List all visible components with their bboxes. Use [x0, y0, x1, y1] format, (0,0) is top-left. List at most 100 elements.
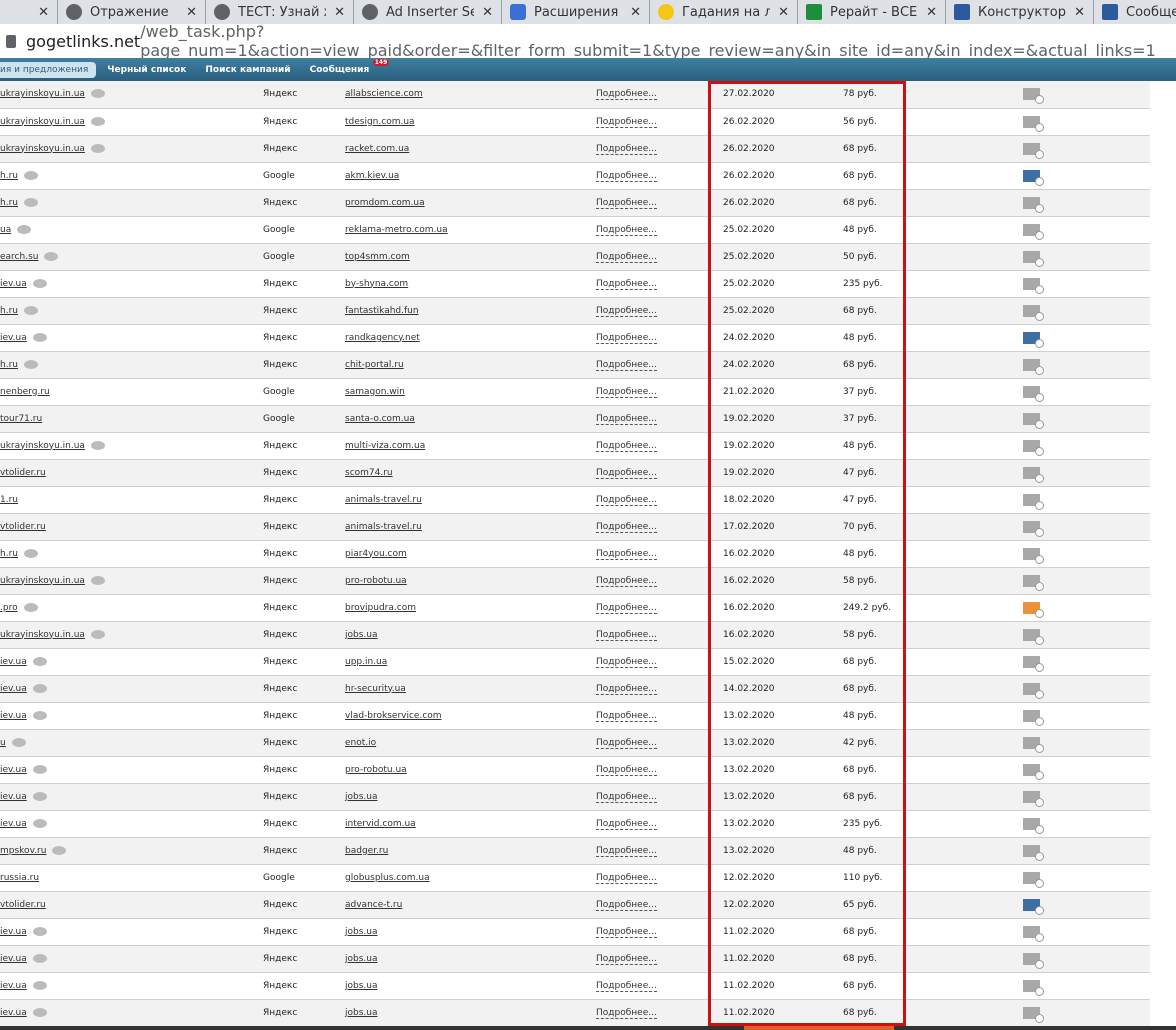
domain-link[interactable]: reklama-metro.com.ua	[345, 224, 448, 235]
domain-link[interactable]: promdom.com.ua	[345, 197, 425, 208]
site-link[interactable]: iev.ua	[0, 683, 27, 694]
details-link[interactable]: Подробнее...	[596, 575, 657, 587]
nav-campaign-search[interactable]: Поиск кампаний	[205, 64, 291, 75]
site-link[interactable]: h.ru	[0, 548, 18, 559]
details-link[interactable]: Подробнее...	[596, 629, 657, 641]
site-link[interactable]: nenberg.ru	[0, 386, 50, 397]
message-envelope-icon[interactable]	[1023, 223, 1044, 240]
message-envelope-icon[interactable]	[1023, 88, 1044, 105]
browser-tab[interactable]: Конструктор т ✕	[946, 0, 1094, 24]
details-link[interactable]: Подробнее...	[596, 548, 657, 560]
details-link[interactable]: Подробнее...	[596, 845, 657, 857]
site-link[interactable]: iev.ua	[0, 1007, 27, 1018]
domain-link[interactable]: jobs.ua	[345, 980, 378, 991]
site-link[interactable]: u	[0, 737, 6, 748]
site-link[interactable]: iev.ua	[0, 926, 27, 937]
site-link[interactable]: iev.ua	[0, 764, 27, 775]
domain-link[interactable]: pro-robotu.ua	[345, 764, 407, 775]
details-link[interactable]: Подробнее...	[596, 89, 657, 101]
details-link[interactable]: Подробнее...	[596, 602, 657, 614]
message-envelope-icon[interactable]	[1023, 628, 1044, 645]
close-tab-icon[interactable]: ✕	[334, 4, 345, 20]
message-envelope-icon[interactable]	[1023, 412, 1044, 429]
message-envelope-icon[interactable]	[1023, 898, 1044, 915]
message-envelope-icon[interactable]	[1023, 169, 1044, 186]
domain-link[interactable]: jobs.ua	[345, 629, 378, 640]
details-link[interactable]: Подробнее...	[596, 251, 657, 263]
message-envelope-icon[interactable]	[1023, 736, 1044, 753]
site-link[interactable]: tour71.ru	[0, 413, 43, 424]
site-link[interactable]: iev.ua	[0, 710, 27, 721]
close-tab-icon[interactable]: ✕	[186, 4, 197, 20]
message-envelope-icon[interactable]	[1023, 655, 1044, 672]
site-link[interactable]: earch.su	[0, 251, 39, 262]
domain-link[interactable]: hr-security.ua	[345, 683, 406, 694]
message-envelope-icon[interactable]	[1023, 520, 1044, 537]
domain-link[interactable]: vlad-brokservice.com	[345, 710, 442, 721]
details-link[interactable]: Подробнее...	[596, 656, 657, 668]
details-link[interactable]: Подробнее...	[596, 710, 657, 722]
browser-tab[interactable]: Расширения ✕	[502, 0, 650, 24]
site-link[interactable]: ukrayinskoyu.in.ua	[0, 143, 85, 154]
domain-link[interactable]: chit-portal.ru	[345, 359, 404, 370]
site-link[interactable]: h.ru	[0, 197, 18, 208]
site-link[interactable]: iev.ua	[0, 980, 27, 991]
domain-link[interactable]: enot.io	[345, 737, 377, 748]
message-envelope-icon[interactable]	[1023, 871, 1044, 888]
domain-link[interactable]: pro-robotu.ua	[345, 575, 407, 586]
message-envelope-icon[interactable]	[1023, 763, 1044, 780]
message-envelope-icon[interactable]	[1023, 709, 1044, 726]
domain-link[interactable]: jobs.ua	[345, 926, 378, 937]
domain-link[interactable]: top4smm.com	[345, 251, 410, 262]
domain-link[interactable]: jobs.ua	[345, 1007, 378, 1018]
site-link[interactable]: 1.ru	[0, 494, 18, 505]
message-envelope-icon[interactable]	[1023, 439, 1044, 456]
domain-link[interactable]: animals-travel.ru	[345, 494, 422, 505]
domain-link[interactable]: fantastikahd.fun	[345, 305, 419, 316]
message-envelope-icon[interactable]	[1023, 115, 1044, 132]
details-link[interactable]: Подробнее...	[596, 278, 657, 290]
details-link[interactable]: Подробнее...	[596, 440, 657, 452]
message-envelope-icon[interactable]	[1023, 466, 1044, 483]
domain-link[interactable]: racket.com.ua	[345, 143, 410, 154]
nav-messages[interactable]: Сообщения 149	[302, 58, 390, 78]
site-link[interactable]: iev.ua	[0, 953, 27, 964]
domain-link[interactable]: animals-travel.ru	[345, 521, 422, 532]
details-link[interactable]: Подробнее...	[596, 494, 657, 506]
details-link[interactable]: Подробнее...	[596, 791, 657, 803]
close-tab-icon[interactable]: ✕	[926, 4, 937, 20]
details-link[interactable]: Подробнее...	[596, 224, 657, 236]
domain-link[interactable]: akm.kiev.ua	[345, 170, 400, 181]
site-link[interactable]: h.ru	[0, 359, 18, 370]
message-envelope-icon[interactable]	[1023, 844, 1044, 861]
site-link[interactable]: vtolider.ru	[0, 899, 46, 910]
site-link[interactable]: ukrayinskoyu.in.ua	[0, 116, 85, 127]
site-link[interactable]: iev.ua	[0, 332, 27, 343]
details-link[interactable]: Подробнее...	[596, 1007, 657, 1019]
message-envelope-icon[interactable]	[1023, 196, 1044, 213]
message-envelope-icon[interactable]	[1023, 493, 1044, 510]
details-link[interactable]: Подробнее...	[596, 170, 657, 182]
message-envelope-icon[interactable]	[1023, 790, 1044, 807]
details-link[interactable]: Подробнее...	[596, 332, 657, 344]
site-link[interactable]: vtolider.ru	[0, 467, 46, 478]
domain-link[interactable]: globusplus.com.ua	[345, 872, 430, 883]
message-envelope-icon[interactable]	[1023, 385, 1044, 402]
site-link[interactable]: russia.ru	[0, 872, 40, 883]
message-envelope-icon[interactable]	[1023, 331, 1044, 348]
message-envelope-icon[interactable]	[1023, 682, 1044, 699]
message-envelope-icon[interactable]	[1023, 1006, 1044, 1023]
details-link[interactable]: Подробнее...	[596, 305, 657, 317]
domain-link[interactable]: tdesign.com.ua	[345, 116, 415, 127]
details-link[interactable]: Подробнее...	[596, 926, 657, 938]
site-link[interactable]: iev.ua	[0, 818, 27, 829]
message-envelope-icon[interactable]	[1023, 547, 1044, 564]
message-envelope-icon[interactable]	[1023, 574, 1044, 591]
close-tab-icon[interactable]: ✕	[630, 4, 641, 20]
domain-link[interactable]: samagon.win	[345, 386, 405, 397]
message-envelope-icon[interactable]	[1023, 601, 1044, 618]
message-envelope-icon[interactable]	[1023, 952, 1044, 969]
details-link[interactable]: Подробнее...	[596, 116, 657, 128]
domain-link[interactable]: randkagency.net	[345, 332, 420, 343]
browser-tab[interactable]: Рерайт - ВСЕ С ✕	[798, 0, 946, 24]
